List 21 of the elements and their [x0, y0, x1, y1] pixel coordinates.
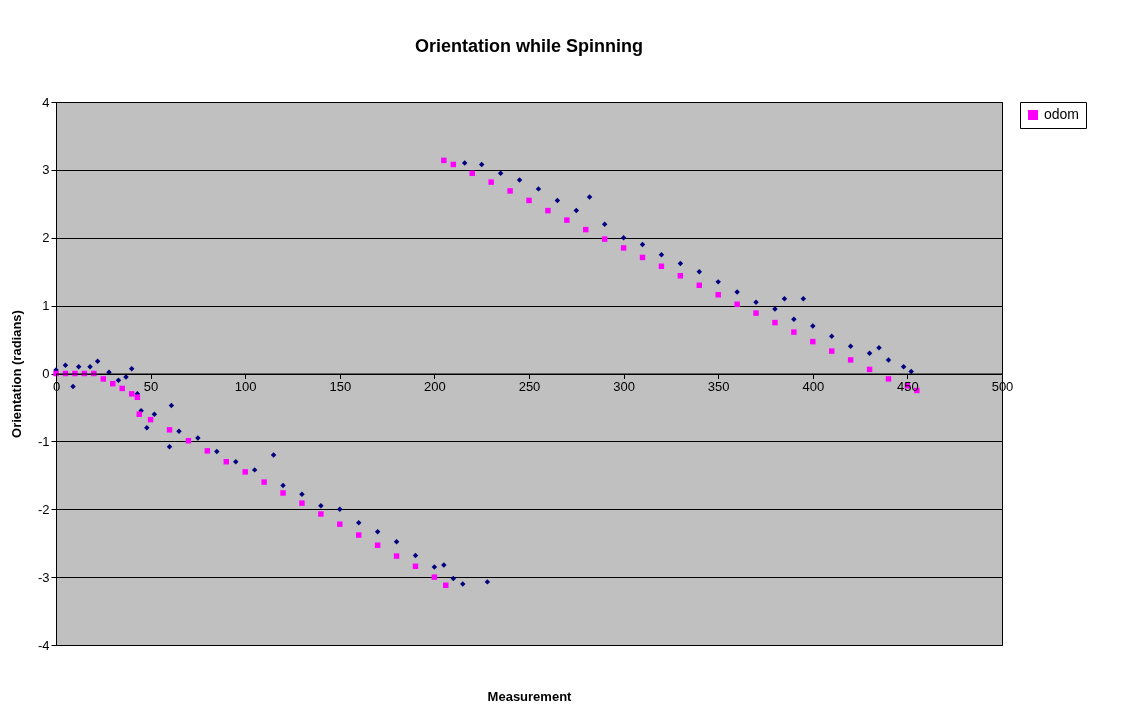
- x-tick-label: 200: [424, 379, 446, 394]
- y-axis-title: Orientation (radians): [8, 310, 24, 438]
- x-tick-label: 350: [707, 379, 730, 394]
- x-axis-title: Measurement: [487, 688, 573, 704]
- x-tick-label: 400: [802, 379, 825, 394]
- x-tick-label: 100: [234, 379, 257, 394]
- y-tick-label: -1: [37, 433, 50, 449]
- x-tick-label: 150: [329, 379, 352, 394]
- y-tick-label: 3: [42, 162, 50, 178]
- y-tick-label: 0: [42, 366, 50, 381]
- y-tick-label: 1: [42, 298, 50, 314]
- x-tick-label: 250: [518, 379, 541, 394]
- y-tick-label: -4: [37, 637, 50, 653]
- y-tick-label: -3: [37, 569, 50, 585]
- y-tick-label: 2: [42, 230, 50, 246]
- legend-label: odom: [1044, 106, 1080, 122]
- y-tick-label: -2: [37, 501, 50, 517]
- x-tick-label: 300: [613, 379, 635, 394]
- chart-title: Orientation while Spinning: [415, 36, 643, 56]
- y-tick-label: 4: [42, 94, 50, 110]
- x-tick-label: 50: [143, 379, 159, 394]
